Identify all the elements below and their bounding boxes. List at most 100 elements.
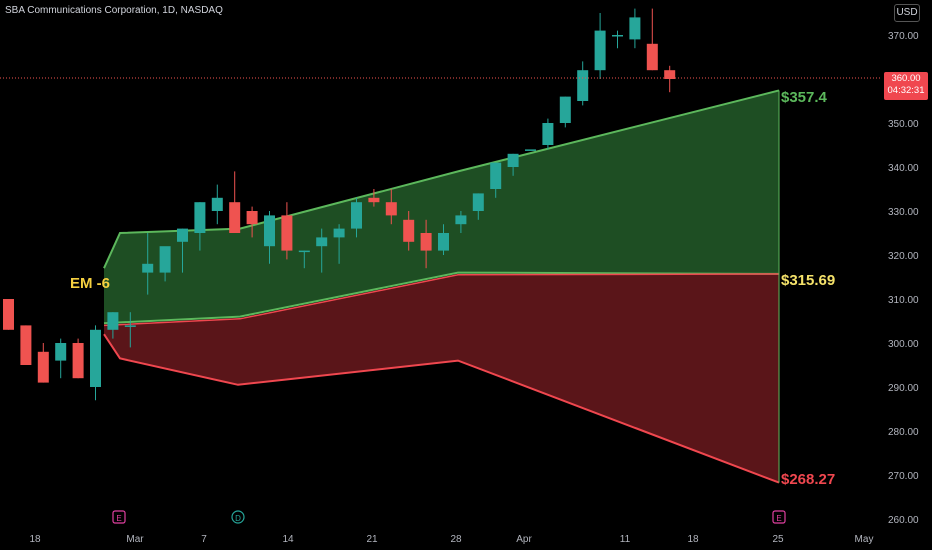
x-tick-label: 18 — [29, 534, 41, 545]
candle-body — [142, 263, 154, 273]
mid-band-line-upper — [103, 271, 780, 325]
candle[interactable] — [55, 338, 67, 379]
y-tick-label: 310.00 — [888, 295, 919, 306]
mid-level-label: $315.69 — [781, 272, 836, 289]
candle-body — [124, 325, 136, 327]
x-tick-label: 11 — [620, 534, 631, 545]
dividend-event-icon[interactable]: D — [231, 510, 245, 524]
candle[interactable] — [246, 206, 258, 238]
candle[interactable] — [612, 30, 623, 49]
candle[interactable] — [420, 219, 432, 269]
candle[interactable] — [455, 211, 467, 233]
candle[interactable] — [559, 96, 571, 128]
candle[interactable] — [542, 118, 554, 150]
x-tick-label: 14 — [282, 534, 294, 545]
y-tick-label: 320.00 — [888, 251, 919, 262]
currency-button[interactable]: USD — [894, 4, 920, 22]
candle-body — [525, 149, 536, 151]
candle-body — [3, 299, 14, 330]
candle[interactable] — [177, 228, 188, 273]
mid-band-line-lower — [103, 273, 780, 327]
candle[interactable] — [107, 312, 119, 339]
x-tick-label: 7 — [201, 534, 207, 545]
candle[interactable] — [351, 197, 362, 238]
candle-body — [316, 237, 328, 247]
candle-body — [107, 312, 119, 330]
y-tick-label: 280.00 — [888, 427, 919, 438]
candle-body — [542, 123, 554, 145]
candle-body — [629, 17, 641, 40]
candle[interactable] — [525, 149, 536, 151]
candle[interactable] — [577, 61, 589, 106]
candle[interactable] — [403, 211, 415, 251]
candle-body — [559, 96, 571, 123]
candle[interactable] — [298, 250, 310, 269]
candle[interactable] — [72, 338, 84, 379]
upper-level-label: $357.4 — [781, 89, 827, 106]
lower-band-line — [103, 333, 780, 484]
candle[interactable] — [333, 224, 345, 264]
current-price-tag: 360.00 04:32:31 — [884, 72, 928, 100]
candle-body — [577, 70, 589, 101]
candle-body — [333, 228, 345, 238]
earnings-event-icon[interactable]: E — [772, 510, 786, 524]
candle[interactable] — [159, 246, 171, 282]
candle[interactable] — [629, 8, 641, 49]
candle-body — [90, 329, 101, 387]
candle[interactable] — [90, 325, 101, 401]
candle-body — [368, 197, 380, 203]
y-tick-label: 300.00 — [888, 339, 919, 350]
candle[interactable] — [438, 224, 449, 255]
candle-body — [403, 219, 415, 242]
candle-body — [472, 193, 484, 211]
candle-body — [159, 246, 171, 273]
y-tick-label: 270.00 — [888, 471, 919, 482]
x-tick-label: Apr — [516, 534, 532, 545]
candle[interactable] — [264, 211, 275, 264]
candle-body — [37, 351, 49, 383]
upper-band-fill — [104, 90, 779, 324]
svg-text:D: D — [235, 514, 241, 523]
lower-level-label: $268.27 — [781, 471, 836, 488]
candle-body — [351, 202, 362, 229]
candle[interactable] — [142, 233, 154, 295]
candle[interactable] — [594, 13, 606, 79]
y-tick-label: 260.00 — [888, 515, 919, 526]
candle[interactable] — [385, 189, 397, 225]
chart-title: SBA Communications Corporation, 1D, NASD… — [5, 5, 223, 16]
candle-body — [264, 215, 275, 247]
candle-body — [507, 153, 519, 167]
candle-body — [594, 30, 606, 71]
candle-body — [455, 215, 467, 225]
x-tick-label: 18 — [687, 534, 699, 545]
candle[interactable] — [229, 171, 241, 233]
x-tick-label: May — [855, 534, 874, 545]
candle[interactable] — [646, 8, 658, 71]
candle[interactable] — [490, 162, 502, 198]
x-tick-label: Mar — [126, 534, 144, 545]
candle[interactable] — [37, 343, 49, 383]
candle[interactable] — [20, 325, 32, 365]
candle[interactable] — [507, 153, 519, 176]
candle[interactable] — [211, 184, 223, 225]
earnings-event-icon[interactable]: E — [112, 510, 126, 524]
candle[interactable] — [664, 65, 676, 93]
candle-body — [229, 202, 241, 233]
candle-body — [281, 215, 293, 251]
candle-body — [664, 70, 676, 79]
candle-body — [420, 233, 432, 251]
candle[interactable] — [281, 202, 293, 260]
candle[interactable] — [194, 202, 206, 251]
svg-text:E: E — [116, 514, 121, 523]
x-tick-label: 25 — [772, 534, 784, 545]
candle-body — [20, 325, 32, 365]
candle[interactable] — [316, 228, 328, 273]
candle-body — [72, 343, 84, 379]
candle-body — [385, 202, 397, 216]
candle[interactable] — [124, 312, 136, 348]
candle[interactable] — [368, 189, 380, 207]
em-label: EM -6 — [70, 275, 111, 292]
candle[interactable] — [472, 193, 484, 220]
candle[interactable] — [3, 299, 14, 330]
